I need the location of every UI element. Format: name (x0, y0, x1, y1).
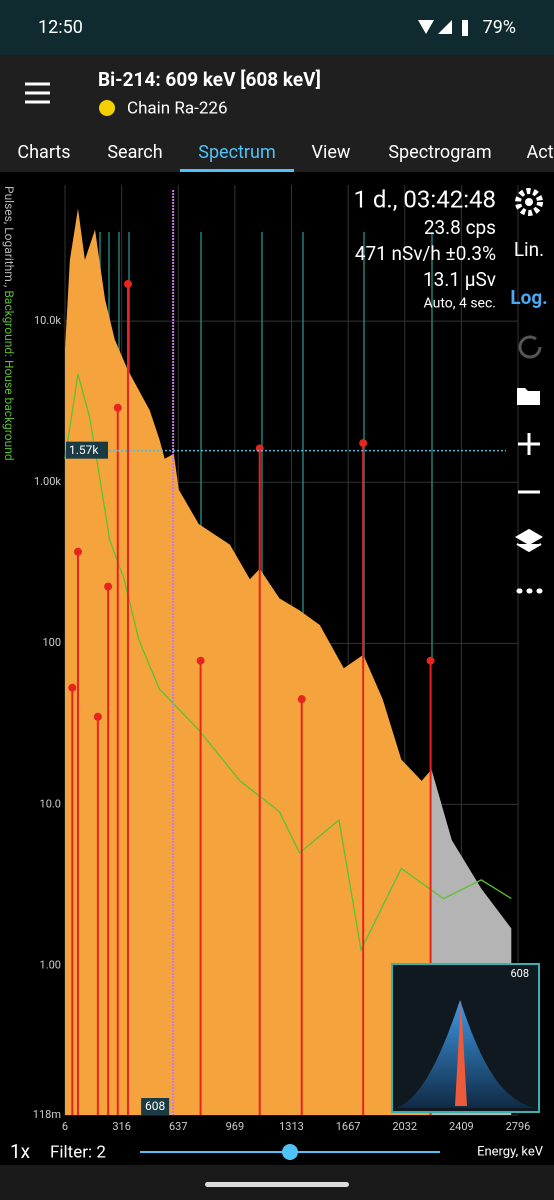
status-time: 12:50 (38, 17, 83, 38)
cursor-y-label: 1.57k (69, 443, 99, 457)
open-button[interactable] (517, 388, 540, 405)
tab[interactable]: View (312, 142, 351, 163)
app-bar (0, 55, 554, 172)
tab[interactable]: Spectrogram (388, 142, 491, 163)
log-button[interactable]: Log. (510, 286, 547, 309)
x-tick-label: 316 (112, 1120, 131, 1133)
home-handle[interactable] (205, 1182, 349, 1187)
tab[interactable]: Charts (17, 142, 70, 163)
x-axis-title: Energy, keV (477, 1144, 544, 1159)
toolbar: Lin. Log. (510, 188, 548, 594)
y-tick-label: 1.00 (40, 958, 61, 971)
inset-label: 608 (510, 967, 529, 980)
cursor-x-box (141, 1098, 170, 1115)
x-tick-label: 2032 (392, 1120, 417, 1133)
x-tick-label: 637 (169, 1120, 188, 1133)
isotope-dot (297, 695, 306, 704)
isotope-dot (113, 403, 122, 412)
tab-bar: Charts Search Spectrum View Spectrogram Act (17, 142, 554, 172)
x-tick-label: 6 (62, 1120, 68, 1133)
cursor-y-box (66, 441, 108, 459)
tab-indicator (180, 169, 294, 172)
y-tick-label: 118m (33, 1108, 61, 1121)
spectrum-area (65, 208, 432, 1115)
status-battery: 79% (483, 17, 516, 38)
isotope-dot (426, 656, 435, 665)
y-tick-label: 10.0k (34, 314, 61, 327)
inset: 608 (391, 963, 540, 1113)
isotope-dot (359, 439, 368, 448)
stat: 1 d., 03:42:48 (353, 185, 496, 213)
isotope-dot (196, 656, 205, 665)
y-tick-label: 10.0 (40, 797, 61, 810)
cursor-x-label: 608 (145, 1099, 165, 1113)
x-tick-label: 969 (226, 1120, 245, 1133)
y-axis-title: Pulses, Logarithm., Background: House ba… (2, 186, 16, 461)
isotope-dot (93, 712, 102, 721)
header-title: Bi-214: 609 keV [608 keV] (98, 68, 321, 91)
tab[interactable]: Search (107, 142, 162, 163)
filter-label: Filter: 2 (50, 1142, 106, 1162)
linear-button[interactable]: Lin. (514, 238, 544, 261)
stat: 23.8 cps (424, 216, 496, 239)
stat: Auto, 4 sec. (424, 296, 496, 312)
background-line (64, 373, 512, 952)
x-tick-label: 2409 (449, 1120, 474, 1133)
stat: 471 nSv/h ±0.3% (355, 242, 496, 265)
menu-button[interactable] (25, 82, 50, 104)
isotope-dot (104, 582, 113, 591)
slider-thumb[interactable] (282, 1144, 298, 1160)
stat: 13.1 µSv (423, 268, 496, 291)
reset-button[interactable] (518, 335, 542, 359)
settings-center (525, 198, 533, 206)
zoom-label: 1x (10, 1140, 31, 1163)
settings-button[interactable] (515, 188, 543, 216)
y-tick-label: 1.00k (34, 475, 61, 488)
isotope-dot (73, 547, 82, 556)
info-icon (99, 100, 115, 116)
inset-cursor (455, 1000, 467, 1106)
tab[interactable]: Act (526, 142, 553, 163)
isotope-dot (123, 280, 132, 289)
x-tick-label: 2796 (506, 1120, 531, 1133)
y-tick-label: 100 (42, 636, 61, 649)
tab[interactable]: Spectrum (198, 142, 275, 163)
x-tick-label: 1313 (279, 1120, 304, 1133)
background-title: Background: House background (2, 290, 16, 460)
status-bar (0, 0, 554, 55)
layers-button[interactable] (515, 528, 543, 553)
header-subtitle: Chain Ra-226 (127, 98, 228, 118)
status-icons (418, 20, 468, 36)
y-title-text: Pulses, Logarithm., (2, 186, 16, 290)
inset-peak (396, 1000, 535, 1108)
isotope-dot (68, 683, 77, 692)
zoom-in-button[interactable] (518, 433, 540, 455)
x-tick-label: 1667 (336, 1120, 361, 1133)
